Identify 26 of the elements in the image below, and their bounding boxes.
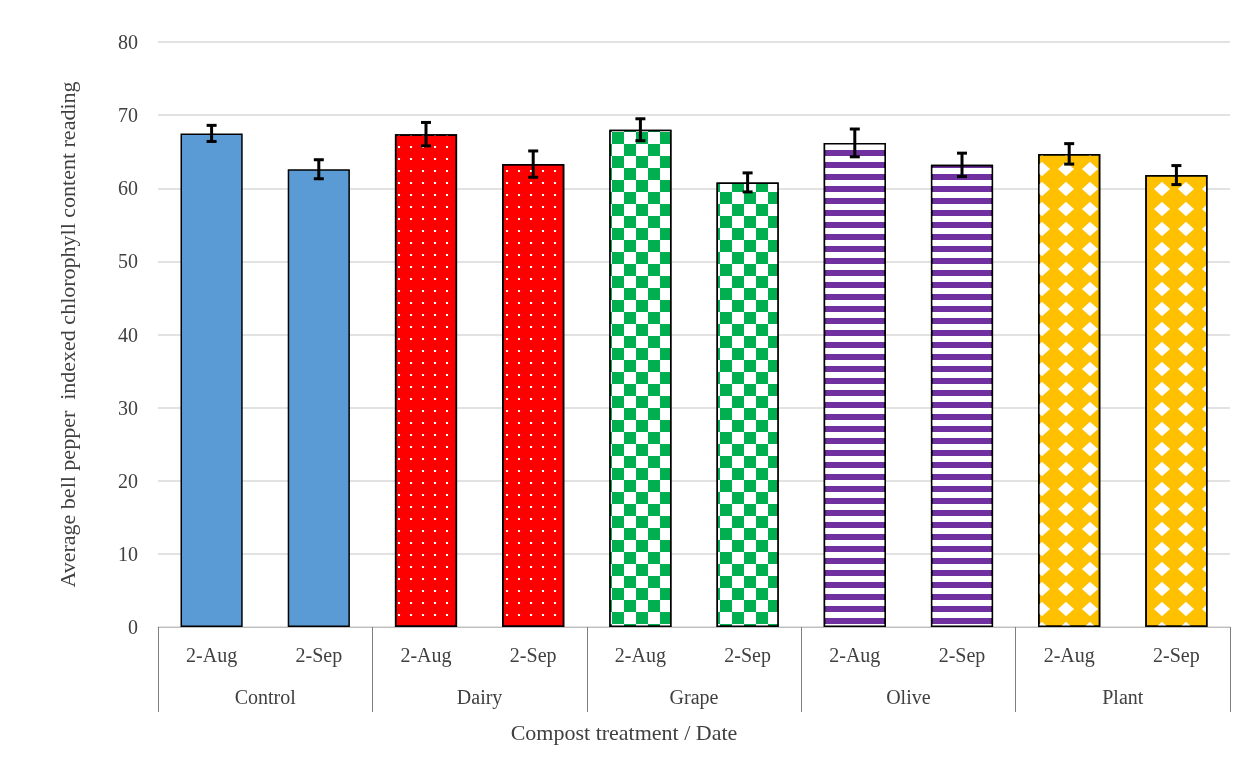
y-tick-label: 0 [128,616,138,638]
x-tick-label: 2-Sep [509,644,557,667]
x-axis-title: Compost treatment / Date [510,719,738,745]
text: Plant [1102,686,1144,708]
y-tick-label: 20 [118,469,138,492]
x-tick-label: 2-Aug [614,644,666,667]
x-tick-label: 2-Aug [1043,644,1095,667]
text: Grape [669,686,719,709]
x-tick-label: 2-Aug [186,644,238,667]
y-tick-label: 40 [118,323,138,346]
x-tick-label: 2-Sep [938,644,986,667]
y-tick-label: 70 [118,104,138,127]
y-tick-label: 80 [118,31,138,53]
y-axis-title: Average bell pepper indexed chlorophyll content reading [54,81,80,588]
text: Olive [886,686,931,708]
text: Control [234,686,297,708]
y-tick-label: 10 [118,542,138,565]
y-tick-label: 30 [118,396,138,419]
x-tick-label: 2-Sep [724,644,771,667]
x-tick-label: 2-Aug [829,644,881,667]
y-tick-label: 60 [118,177,138,200]
x-tick-label: 2-Sep [1153,644,1200,667]
y-tick-label: 50 [118,250,138,273]
x-tick-label: 2-Aug [400,644,452,667]
text: Dairy [456,686,503,709]
x-tick-label: 2-Sep [295,644,343,667]
